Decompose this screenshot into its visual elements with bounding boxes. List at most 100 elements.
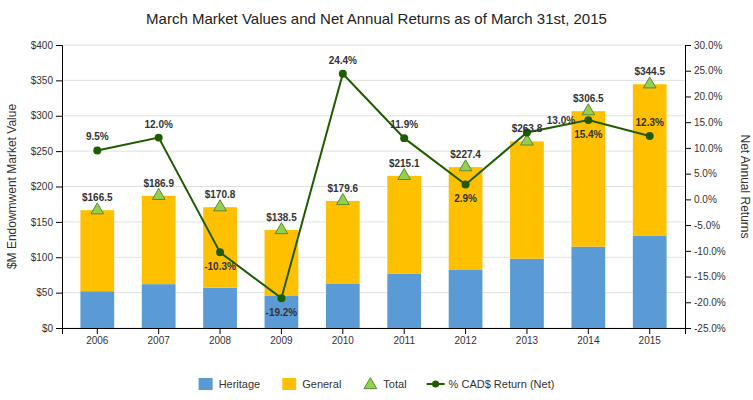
y2-axis-title: Net Annual Returns [738, 134, 752, 238]
tick: $50 [36, 287, 62, 298]
bar [387, 274, 421, 328]
tick-mark [685, 199, 691, 200]
data-label: 24.4% [329, 55, 357, 66]
tick-mark [685, 122, 691, 123]
marker [214, 200, 227, 211]
chart: March Market Values and Net Annual Retur… [0, 0, 753, 400]
tick-mark [56, 187, 62, 188]
tick: 2014 [577, 328, 600, 346]
tick-label: 10.0% [694, 143, 722, 154]
tick-mark [404, 328, 405, 334]
legend-swatch [364, 378, 377, 389]
bar [571, 111, 605, 246]
tick-mark [685, 225, 691, 226]
bar-series [80, 84, 666, 295]
data-label: 2.9% [454, 193, 477, 204]
line-marker [155, 134, 163, 142]
legend-item: Heritage [199, 378, 261, 390]
tick-label: 2012 [454, 335, 477, 346]
bar [387, 176, 421, 274]
tick-label: 25.0% [694, 65, 722, 76]
tick-mark [281, 328, 282, 334]
tick-label: $400 [31, 40, 54, 51]
data-label: 13.0% [547, 115, 575, 126]
data-label: $263.8 [512, 123, 543, 134]
marker [336, 194, 349, 205]
data-label: $166.5 [82, 192, 113, 203]
data-label: $138.5 [266, 212, 297, 223]
tick: $350 [31, 75, 62, 86]
tick-label: $300 [31, 110, 54, 121]
tick: 30.0% [685, 40, 722, 51]
tick-mark [56, 328, 62, 329]
tick: 25.0% [685, 65, 722, 76]
legend-label: General [302, 378, 341, 390]
tick: $300 [31, 110, 62, 121]
data-label: $179.6 [328, 183, 359, 194]
tick: $400 [31, 40, 62, 51]
tick-mark [220, 328, 221, 334]
bar [510, 259, 544, 328]
data-label: 9.5% [86, 131, 109, 142]
grid [62, 45, 685, 328]
legend-item: Total [364, 378, 407, 390]
tick-label: $0 [42, 323, 54, 334]
tick-mark [685, 45, 691, 46]
marker [459, 160, 472, 171]
line-marker [646, 132, 654, 140]
line [97, 74, 649, 298]
legend: HeritageGeneralTotal% CAD$ Return (Net) [199, 378, 555, 390]
line-series [93, 70, 653, 302]
tick-label: $200 [31, 181, 54, 192]
tick-mark [685, 174, 691, 175]
bar [326, 201, 360, 283]
data-label: -10.3% [204, 261, 236, 272]
tick: 0.0% [685, 194, 717, 205]
tick-label: $150 [31, 217, 54, 228]
tick: -10.0% [685, 246, 726, 257]
tick-label: $350 [31, 75, 54, 86]
tick: 2010 [332, 328, 355, 346]
line-marker [216, 248, 224, 256]
tick: $200 [31, 181, 62, 192]
tick-mark [685, 96, 691, 97]
bar [80, 291, 114, 328]
bar [449, 167, 483, 270]
data-label: -19.2% [266, 307, 298, 318]
data-label: 12.3% [636, 117, 664, 128]
tick-label: 2011 [393, 335, 415, 346]
tick: 2013 [516, 328, 539, 346]
tick-label: 15.0% [694, 117, 722, 128]
tick-mark [158, 328, 159, 334]
tick: 15.0% [685, 117, 722, 128]
legend-swatch [282, 378, 296, 390]
bar [265, 230, 299, 295]
tick: 2006 [86, 328, 109, 346]
tick-label: 2010 [332, 335, 355, 346]
tick: $0 [42, 323, 62, 334]
tick-mark [465, 328, 466, 334]
tick-label: $100 [31, 252, 54, 263]
tick: -15.0% [685, 271, 726, 282]
tick-mark [56, 116, 62, 117]
line-marker [584, 116, 592, 124]
axis-line [63, 329, 686, 335]
grid-line [62, 45, 685, 46]
tick-label: -25.0% [694, 323, 726, 334]
tick: -5.0% [685, 220, 720, 231]
data-label: $215.1 [389, 158, 420, 169]
data-label: $170.8 [205, 189, 236, 200]
line-marker [462, 180, 470, 188]
marker [152, 188, 165, 199]
tick: 5.0% [685, 168, 717, 179]
tick-label: $250 [31, 146, 54, 157]
bar [571, 247, 605, 328]
marker [275, 223, 288, 234]
tick-label: $50 [36, 287, 53, 298]
data-label: $227.4 [450, 149, 481, 160]
tick-label: 30.0% [694, 40, 722, 51]
line-marker [339, 70, 347, 78]
axis-line [686, 46, 692, 329]
line-marker [277, 294, 285, 302]
tick-label: -5.0% [694, 220, 720, 231]
